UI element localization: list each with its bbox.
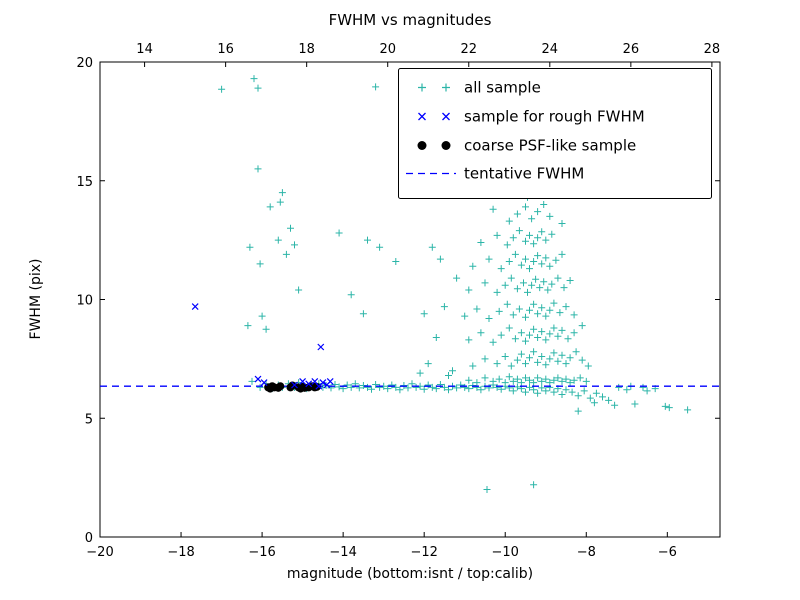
tick-label: 15 — [76, 175, 93, 190]
tick-label: −10 — [492, 545, 519, 560]
legend-label-all-sample: all sample — [464, 79, 541, 97]
chart-title: FWHM vs magnitudes — [328, 11, 492, 29]
tick-label: 20 — [76, 56, 93, 71]
tick-label: 0 — [85, 531, 93, 546]
legend-marker-rough-fwhm — [418, 112, 450, 121]
legend-label-rough-fwhm: sample for rough FWHM — [464, 108, 645, 126]
legend-label-coarse-psf: coarse PSF-like sample — [464, 137, 636, 155]
tick-label: 26 — [623, 42, 640, 57]
series-all-sample — [218, 75, 692, 493]
tick-label: 20 — [379, 42, 396, 57]
tick-label: −20 — [86, 545, 113, 560]
tick-label: −6 — [658, 545, 677, 560]
tick-label: 5 — [85, 412, 93, 427]
series-rough-fwhm — [191, 303, 334, 390]
axis-ticks: −20 −18 −16 −14 −12 −10 −8 −6 14 16 18 20 22 24 26 28 0 5… — [76, 42, 720, 560]
tick-label: −18 — [167, 545, 194, 560]
tick-label: −8 — [577, 545, 596, 560]
x-axis-label: magnitude (bottom:isnt / top:calib) — [286, 566, 534, 582]
tick-label: 16 — [217, 42, 234, 57]
legend: all sample sample for rough FWHM coarse PS… — [398, 68, 712, 199]
tick-label: 28 — [704, 42, 721, 57]
tick-label: 22 — [460, 42, 477, 57]
tick-label: −16 — [248, 545, 275, 560]
legend-label-tentative-fwhm: tentative FWHM — [464, 165, 584, 183]
tick-label: −14 — [329, 545, 356, 560]
tick-label: 24 — [542, 42, 559, 57]
tick-label: 10 — [76, 294, 93, 309]
legend-marker-all-sample — [418, 83, 450, 92]
tick-label: 18 — [298, 42, 315, 57]
legend-marker-coarse-psf — [417, 141, 427, 150]
legend-marker-coarse-psf — [441, 141, 451, 150]
tick-label: −12 — [410, 545, 437, 560]
legend-box — [398, 68, 712, 199]
y-axis-label: FWHM (pix) — [28, 258, 44, 340]
tick-label: 14 — [136, 42, 153, 57]
